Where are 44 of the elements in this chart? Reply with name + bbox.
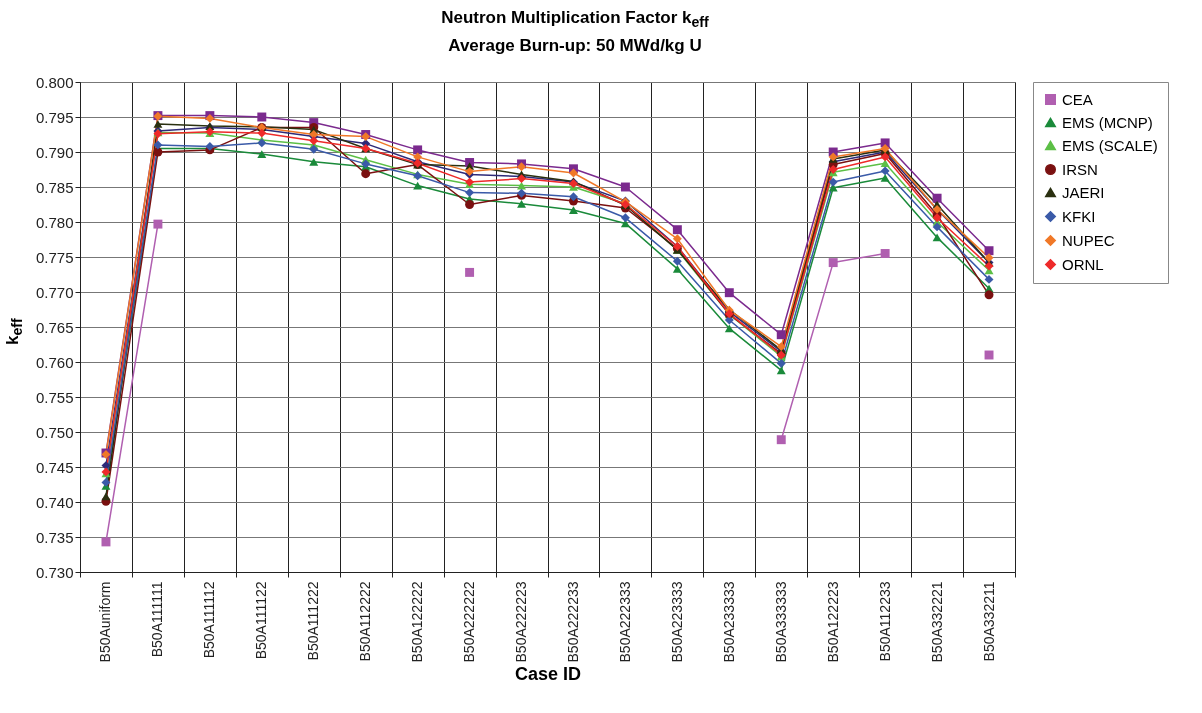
y-tick-label: 0.780 xyxy=(35,213,74,231)
x-tick-label: B50Auniform xyxy=(97,581,114,663)
x-tick-label: B50A222222 xyxy=(461,581,478,663)
x-tick-label: B50A112222 xyxy=(357,581,374,662)
chart-title: Neutron Multiplication Factor k$_{eff}$ xyxy=(440,7,710,33)
x-tick-label: B50A222333 xyxy=(616,581,633,663)
x-tick-label: B50A332221 xyxy=(928,581,945,663)
x-tick-label: B50A111222 xyxy=(305,581,322,661)
x-tick-label: B50A332211 xyxy=(980,581,997,662)
y-tick-label: 0.745 xyxy=(35,458,74,476)
legend-label: KFKI xyxy=(1062,207,1096,225)
y-tick-label: 0.800 xyxy=(35,73,74,91)
legend-label: EMS (SCALE) xyxy=(1062,136,1158,154)
x-tick-label: B50A111111 xyxy=(149,581,166,658)
y-tick-label: 0.790 xyxy=(35,143,74,161)
chart-subtitle: Average Burn-up: 50 MWd/kg U xyxy=(447,35,703,58)
legend-label: JAERI xyxy=(1062,183,1105,201)
x-tick-label: B50A122223 xyxy=(824,581,841,663)
y-tick-label: 0.765 xyxy=(35,318,74,336)
y-tick-label: 0.750 xyxy=(35,423,74,441)
y-tick-label: 0.760 xyxy=(35,353,74,371)
legend-label: EMS (MCNP) xyxy=(1062,113,1153,131)
y-tick-label: 0.740 xyxy=(35,493,74,511)
x-tick-label: B50A223333 xyxy=(668,581,685,663)
legend-label: NUPEC xyxy=(1062,231,1115,249)
x-axis-title: Case ID xyxy=(514,664,582,685)
y-tick-label: 0.770 xyxy=(35,283,74,301)
y-tick-label: 0.735 xyxy=(35,528,74,546)
y-tick-label: 0.730 xyxy=(35,563,74,581)
x-tick-label: B50A112233 xyxy=(876,581,893,662)
y-tick-label: 0.775 xyxy=(35,248,74,266)
x-tick-label: B50A333333 xyxy=(772,581,789,663)
legend-label: IRSN xyxy=(1062,160,1098,178)
x-tick-label: B50A233333 xyxy=(720,581,737,663)
x-tick-label: B50A222233 xyxy=(564,581,581,663)
x-tick-label: B50A111122 xyxy=(253,581,270,660)
legend-label: ORNL xyxy=(1062,255,1104,273)
x-tick-label: B50A122222 xyxy=(409,581,426,663)
y-tick-label: 0.795 xyxy=(35,108,74,126)
y-tick-label: 0.755 xyxy=(35,388,74,406)
x-tick-label: B50A222223 xyxy=(513,581,530,663)
x-tick-label: B50A111112 xyxy=(201,581,218,659)
legend-label: CEA xyxy=(1062,90,1093,108)
y-tick-label: 0.785 xyxy=(35,178,74,196)
